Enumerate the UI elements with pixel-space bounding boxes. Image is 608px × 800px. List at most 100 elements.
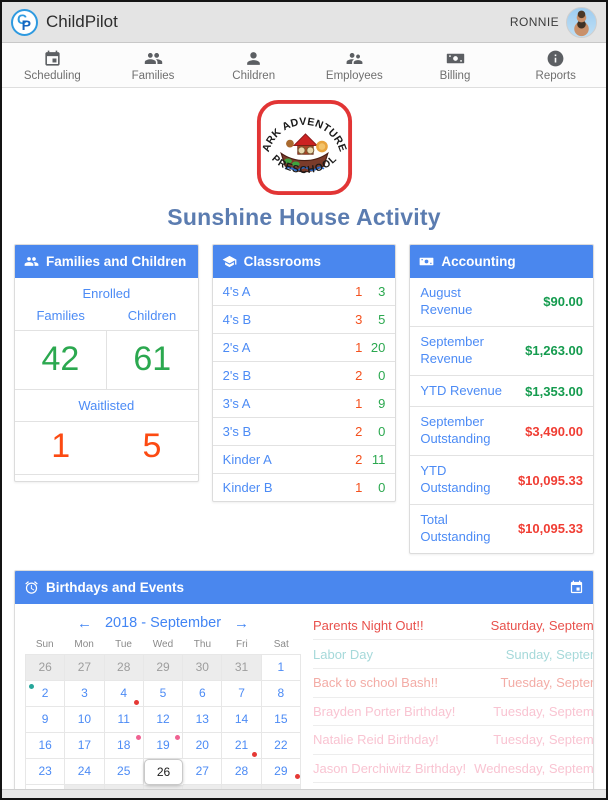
classroom-row[interactable]: 2's A 1 20 xyxy=(212,333,396,361)
event-name: Labor Day xyxy=(313,646,373,662)
user-menu[interactable]: RONNIE xyxy=(510,6,597,38)
event-row[interactable]: Jason Derchiwitz Birthday! Wednesday, Se… xyxy=(313,755,593,784)
enrolled-families-count: 42 xyxy=(15,331,107,389)
waitlisted-families-count: 1 xyxy=(51,427,71,465)
nav-item-families[interactable]: Families xyxy=(103,43,204,87)
classroom-row[interactable]: 4's A 1 3 xyxy=(213,278,396,305)
alarm-clock-icon xyxy=(24,580,39,595)
classroom-row[interactable]: 3's B 2 0 xyxy=(212,417,396,445)
calendar-day[interactable]: 12 xyxy=(143,706,184,733)
accounting-row[interactable]: YTD Outstanding $10,095.33 xyxy=(410,455,594,504)
accounting-row[interactable]: September Outstanding $3,490.00 xyxy=(410,406,594,455)
calendar-day[interactable]: 29 xyxy=(143,654,184,681)
calendar-day[interactable]: 10 xyxy=(65,706,105,733)
prev-month-arrow[interactable]: ← xyxy=(76,614,92,632)
accounting-row[interactable]: September Revenue $1,263.00 xyxy=(410,325,594,375)
calendar-day[interactable]: 13 xyxy=(183,706,223,733)
event-row[interactable]: Parents Night Out!! Saturday, September … xyxy=(313,612,593,641)
calendar-day[interactable]: 4 xyxy=(104,680,144,707)
event-row[interactable]: Natalie Reid Birthday! Tuesday, Septembe… xyxy=(313,726,593,755)
calendar-day[interactable]: 26 xyxy=(26,654,66,681)
families-children-card: Families and Children Enrolled Families … xyxy=(14,244,199,482)
calendar-day[interactable]: 6 xyxy=(183,680,223,707)
event-name: Back to school Bash!! xyxy=(313,675,439,691)
classroom-row[interactable]: 2's B 2 0 xyxy=(212,361,396,389)
calendar-day-number: 22 xyxy=(274,738,288,753)
calendar-day[interactable]: 27 xyxy=(183,758,223,785)
calendar-nav: ← 2018 - September → xyxy=(25,612,301,639)
calendar-day-number: 8 xyxy=(277,686,285,701)
calendar-day[interactable]: 31 xyxy=(222,654,262,681)
calendar-icon xyxy=(43,49,62,68)
calendar-day[interactable]: 19 xyxy=(143,732,184,759)
calendar-day[interactable]: 17 xyxy=(65,732,105,759)
calendar-day[interactable]: 9 xyxy=(26,706,66,733)
calendar-day[interactable]: 7 xyxy=(222,680,262,707)
classroom-count-green: 9 xyxy=(378,396,386,411)
calendar-day[interactable]: 21 xyxy=(222,732,262,759)
classroom-row[interactable]: 3's A 1 9 xyxy=(212,389,396,417)
calendar-day[interactable]: 18 xyxy=(104,732,144,759)
calendar-day[interactable]: 5 xyxy=(143,680,184,707)
classrooms-list: 4's A 1 3 4's B 3 5 2's A 1 20 xyxy=(212,278,396,501)
calendar-day[interactable]: 8 xyxy=(261,680,301,707)
calendar-day[interactable]: 28 xyxy=(104,654,144,681)
calendar-day[interactable]: 22 xyxy=(261,732,301,759)
accounting-amount: $3,490.00 xyxy=(525,423,584,439)
event-row[interactable]: Labor Day Sunday, September 2 xyxy=(313,640,593,669)
event-row[interactable]: Brayden Porter Birthday! Tuesday, Septem… xyxy=(313,698,593,727)
accounting-list: August Revenue $90.00 September Revenue … xyxy=(410,278,594,553)
classroom-row[interactable]: 4's B 3 5 xyxy=(212,305,396,333)
calendar-day[interactable]: 11 xyxy=(104,706,144,733)
calendar-day-number: 25 xyxy=(117,764,131,779)
families-card-header: Families and Children xyxy=(15,245,198,278)
calendar-day[interactable]: 26 xyxy=(143,758,184,785)
user-avatar[interactable] xyxy=(566,6,597,38)
accounting-label: Total Outstanding xyxy=(420,512,491,544)
calendar-day[interactable]: 14 xyxy=(222,706,262,733)
nav-item-billing[interactable]: Billing xyxy=(405,43,506,87)
next-month-arrow[interactable]: → xyxy=(234,614,250,632)
calendar-day[interactable]: 29 xyxy=(261,758,301,785)
calendar-day-number: 23 xyxy=(38,764,52,779)
classroom-count-orange: 1 xyxy=(355,284,363,299)
nav-item-employees[interactable]: Employees xyxy=(304,43,405,87)
nav-item-scheduling[interactable]: Scheduling xyxy=(2,43,103,87)
calendar-day[interactable]: 15 xyxy=(261,706,301,733)
calendar-day[interactable]: 25 xyxy=(104,758,144,785)
calendar-day-number: 10 xyxy=(77,712,92,727)
families-label: Families xyxy=(36,308,85,323)
calendar-day[interactable]: 16 xyxy=(26,732,66,759)
calendar-day[interactable]: 24 xyxy=(65,758,105,785)
calendar-day[interactable]: 30 xyxy=(183,654,223,681)
calendar-day-number: 28 xyxy=(117,660,131,675)
calendar-day[interactable]: 2 xyxy=(26,680,66,707)
classroom-row[interactable]: Kinder A 2 11 xyxy=(212,445,396,473)
nav-item-children[interactable]: Children xyxy=(203,43,304,87)
calendar-day[interactable]: 23 xyxy=(26,758,66,785)
classroom-row[interactable]: Kinder B 1 0 xyxy=(212,473,396,501)
waitlisted-label: Waitlisted xyxy=(78,398,135,413)
nav-item-reports[interactable]: Reports xyxy=(505,43,606,87)
calendar-day[interactable]: 20 xyxy=(183,732,223,759)
event-name: Brayden Porter Birthday! xyxy=(313,703,456,719)
calendar-day[interactable]: 27 xyxy=(65,654,105,681)
supervisor-icon xyxy=(345,49,364,68)
event-row[interactable]: Back to school Bash!! Tuesday, September… xyxy=(313,669,593,698)
calendar-day[interactable]: 1 xyxy=(261,654,301,681)
accounting-row[interactable]: YTD Revenue $1,353.00 xyxy=(410,374,594,407)
people-icon xyxy=(144,49,163,68)
calendar-day-number: 28 xyxy=(234,764,249,779)
calendar-day-number: 20 xyxy=(195,738,209,753)
calendar-day[interactable]: 3 xyxy=(65,680,105,707)
calendar-day[interactable]: 28 xyxy=(222,758,262,785)
calendar-day-number: 15 xyxy=(274,712,288,727)
accounting-row[interactable]: August Revenue $90.00 xyxy=(410,278,593,326)
events-list: Parents Night Out!! Saturday, September … xyxy=(313,612,593,798)
accounting-row[interactable]: Total Outstanding $10,095.33 xyxy=(410,504,594,553)
event-dot xyxy=(29,683,34,689)
calendar-event-icon[interactable] xyxy=(569,580,584,595)
